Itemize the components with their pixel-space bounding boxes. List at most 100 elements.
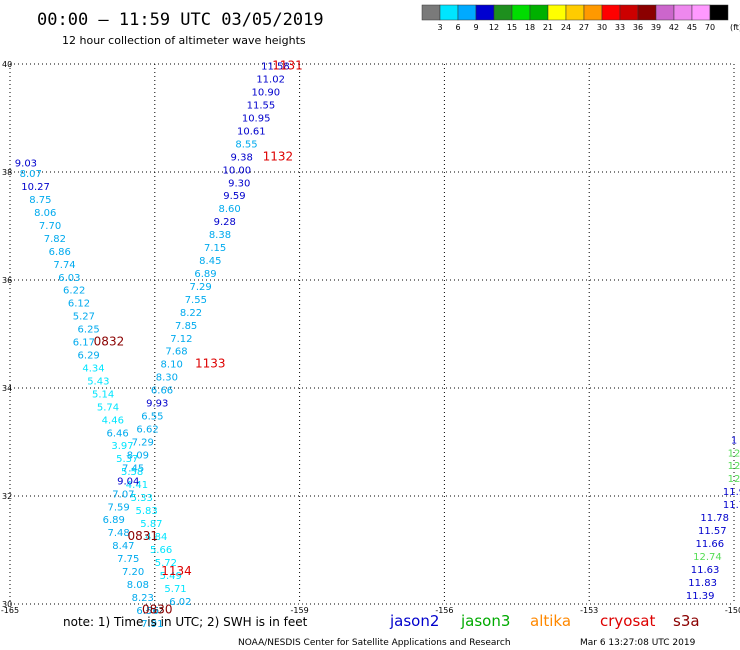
swh-label: 7.59	[107, 502, 129, 513]
swh-label: 8.09	[127, 450, 149, 461]
x-tick-label: -162	[146, 606, 164, 615]
swh-label: 7.85	[175, 321, 197, 332]
colorbar-swatch	[547, 4, 567, 21]
swh-label: 7.70	[39, 221, 61, 232]
pass-time-label: 1134	[161, 564, 192, 578]
swh-label: 8.06	[34, 208, 56, 219]
swh-label: 5.72	[155, 558, 177, 569]
pass-time-label: 1131	[272, 59, 303, 73]
swh-label: 11.78	[700, 513, 729, 524]
swh-label: 5.43	[87, 376, 109, 387]
colorbar-tick-label: 30	[597, 23, 607, 32]
colorbar-tick-label: 21	[543, 23, 553, 32]
swh-label: 5.71	[164, 584, 186, 595]
swh-label: 4.84	[145, 532, 167, 543]
pass-time-label: 1133	[195, 357, 226, 371]
colorbar-swatch	[673, 4, 693, 21]
swh-label: 7.68	[165, 347, 187, 358]
swh-label: 5.33	[131, 493, 153, 504]
swh-label: 9.30	[228, 178, 250, 189]
swh-label: 4.41	[126, 480, 148, 491]
swh-label: 6.89	[194, 269, 216, 280]
swh-label: 3.97	[111, 441, 133, 452]
pass-time-label: 0831	[127, 529, 158, 543]
colorbar-tick-label: 6	[455, 23, 460, 32]
colorbar-tick-label: 27	[579, 23, 589, 32]
colorbar-tick-label: 9	[473, 23, 478, 32]
swh-label: 6.12	[68, 299, 90, 310]
x-tick-label: -165	[1, 606, 19, 615]
legend-cryosat: cryosat	[600, 612, 655, 630]
swh-label: 9.04	[117, 476, 139, 487]
colorbar-tick-label: 12	[489, 23, 499, 32]
legend-altika: altika	[530, 612, 571, 630]
swh-label: 9.93	[146, 399, 168, 410]
swh-label: 6.17	[73, 338, 95, 349]
swh-label: 7.29	[190, 282, 212, 293]
colorbar-swatch	[421, 4, 441, 21]
colorbar-swatch	[619, 4, 639, 21]
colorbar-swatch	[601, 4, 621, 21]
colorbar-tick-label: 45	[687, 23, 697, 32]
swh-label: 6.02	[169, 597, 191, 608]
colorbar-tick-label: 3	[437, 23, 442, 32]
swh-label: 8.38	[209, 230, 231, 241]
colorbar-swatch	[565, 4, 585, 21]
footer-note: note: 1) Time is in UTC; 2) SWH is in fe…	[63, 615, 308, 629]
swh-label: 7.55	[185, 295, 207, 306]
satellite-legend: jason2 jason3 altika cryosat s3a	[389, 612, 700, 630]
swh-label: 5.83	[135, 506, 157, 517]
colorbar-tick-label: 33	[615, 23, 625, 32]
swh-label: 6.46	[107, 428, 129, 439]
swh-label: 8.45	[199, 256, 221, 267]
y-tick-label: 36	[2, 276, 12, 285]
swh-label: 10.95	[242, 113, 271, 124]
swh-label: 12	[728, 448, 740, 459]
swh-label: 5.58	[121, 467, 143, 478]
swh-label: 6.66	[151, 386, 173, 397]
swh-label: 11.9	[723, 487, 740, 498]
colorbar-swatch	[583, 4, 603, 21]
colorbar-swatch	[511, 4, 531, 21]
swh-label: 8.47	[112, 541, 134, 552]
swh-label: 10.90	[251, 88, 280, 99]
colorbar-tick-label: 70	[705, 23, 715, 32]
swh-label: 7.91	[141, 619, 163, 630]
swh-label: 8.07	[20, 169, 42, 180]
swh-label: 5.74	[97, 402, 119, 413]
chart-grid	[9, 63, 735, 605]
x-axis-ticks: -165 -162 -159 -156 -153 -150	[1, 606, 740, 615]
chart-title: 00:00 – 11:59 UTC 03/05/2019	[37, 10, 324, 30]
swh-label: 7.75	[117, 554, 139, 565]
swh-label: 7.82	[44, 234, 66, 245]
swh-label: 6.22	[63, 286, 85, 297]
colorbar-swatch	[475, 4, 495, 21]
colorbar-tick-label: 18	[525, 23, 535, 32]
pass-time-label: 1132	[263, 149, 294, 163]
swh-label: 11.83	[688, 578, 717, 589]
y-tick-label: 38	[2, 168, 12, 177]
swh-label: 12.74	[693, 552, 722, 563]
swh-label: 8.22	[180, 308, 202, 319]
swh-label: 7.48	[107, 528, 129, 539]
swh-label: 5.49	[160, 571, 182, 582]
colorbar-swatch	[439, 4, 459, 21]
colorbar-swatch	[457, 4, 477, 21]
swh-label: 8.23	[132, 593, 154, 604]
colorbar-swatch	[691, 4, 711, 21]
colorbar-tick-label: 42	[669, 23, 679, 32]
swh-label: 11.02	[256, 75, 285, 86]
swh-label: 11.39	[686, 591, 715, 602]
swh-label: 7.20	[122, 567, 144, 578]
swh-label: 11.58	[261, 62, 290, 73]
swh-label: 8.75	[29, 195, 51, 206]
swh-label: 8.08	[127, 580, 149, 591]
swh-label: 8.55	[235, 139, 257, 150]
swh-label: 9.59	[223, 191, 245, 202]
x-tick-label: -150	[725, 606, 740, 615]
swh-label: 7.07	[112, 489, 134, 500]
swh-label: 7.12	[170, 334, 192, 345]
swh-label: 7.29	[132, 437, 154, 448]
swh-label: 8.30	[156, 373, 178, 384]
